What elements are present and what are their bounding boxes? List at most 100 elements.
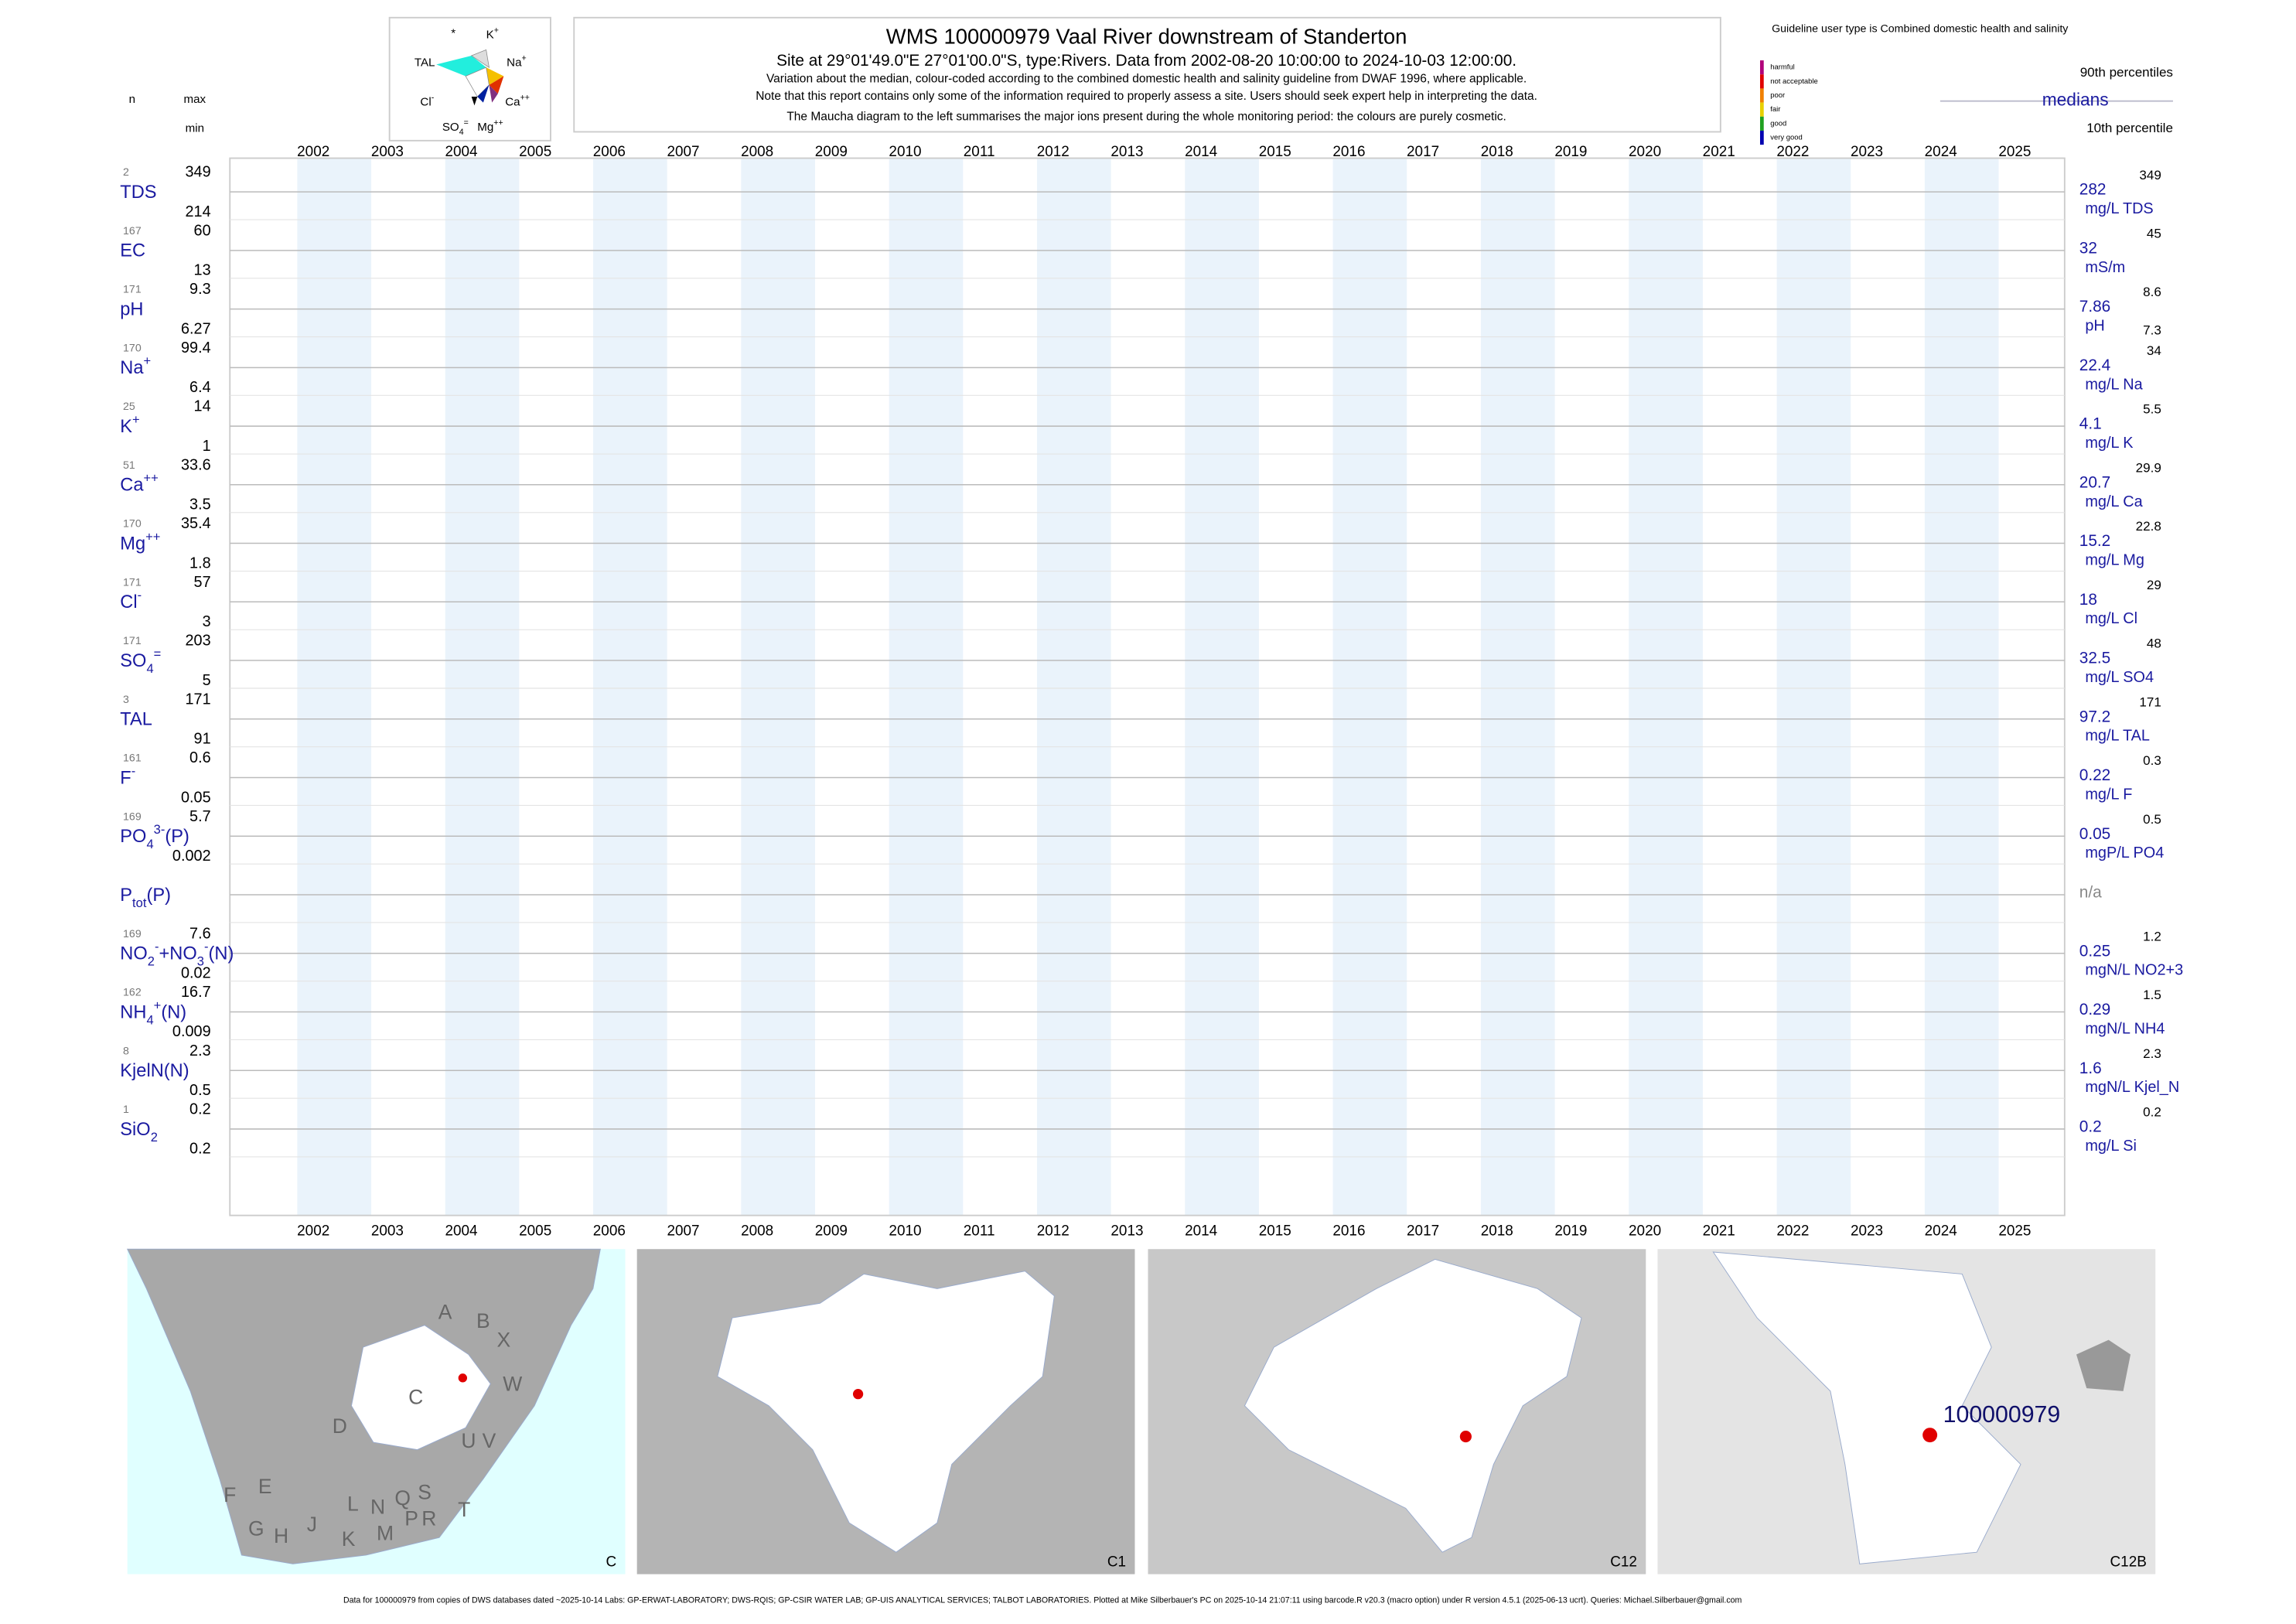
map-label: C12B <box>2110 1554 2147 1570</box>
year-label-top: 2016 <box>1332 144 1365 160</box>
row-name-part: Ca <box>120 476 144 496</box>
maucha-label-part: Ca <box>505 96 520 109</box>
row-n: 171 <box>123 284 142 296</box>
row-name-part: KjelN(N) <box>120 1061 189 1081</box>
row-name-part: 3- <box>154 822 165 837</box>
row-name: F- <box>120 763 135 788</box>
row-name-part: K <box>120 417 132 437</box>
year-label-top: 2009 <box>815 144 848 160</box>
year-label-bottom: 2002 <box>297 1223 329 1239</box>
row-unit: mg/L TDS <box>2085 200 2153 217</box>
maucha-label: SO4= <box>442 118 469 137</box>
map-region-label: K <box>342 1527 356 1551</box>
row-max: 57 <box>194 574 211 591</box>
row-median: 0.25 <box>2079 942 2111 960</box>
year-label-top: 2004 <box>445 144 477 160</box>
year-label-bottom: 2010 <box>889 1223 921 1239</box>
row-min: 6.4 <box>189 379 211 396</box>
year-label-bottom: 2012 <box>1037 1223 1070 1239</box>
row-name-part: - <box>155 939 159 954</box>
row-max: 7.6 <box>189 925 211 942</box>
row-name-part: P <box>120 885 132 906</box>
row-unit: mg/L Na <box>2085 376 2143 393</box>
map-region-label: F <box>223 1483 236 1506</box>
row-min: 1.8 <box>189 554 211 571</box>
row-name: Cl- <box>120 588 142 612</box>
maucha-label-part: Cl <box>420 96 431 109</box>
year-label-bottom: 2025 <box>1998 1223 2031 1239</box>
maucha-label: Mg++ <box>477 118 503 134</box>
row-n: 2 <box>123 166 129 179</box>
row-n: 169 <box>123 810 142 823</box>
row-median: 97.2 <box>2079 708 2111 725</box>
year-label-bottom: 2021 <box>1703 1223 1735 1239</box>
row-name-part: SO <box>120 651 146 671</box>
year-label-top: 2005 <box>519 144 551 160</box>
maucha-label-part: = <box>464 118 469 128</box>
year-label-top: 2024 <box>1925 144 1957 160</box>
row-min: 6.27 <box>181 320 211 337</box>
row-p90: 8.6 <box>2143 285 2161 299</box>
row-min: 1 <box>203 438 211 455</box>
legend-swatch <box>1759 60 1764 75</box>
row-n: 162 <box>123 987 142 999</box>
row-name-part: + <box>154 998 162 1012</box>
row-name-part: NO <box>120 944 147 964</box>
header-note1: Variation about the median, colour-coded… <box>766 72 1527 85</box>
year-band <box>593 158 667 1216</box>
maucha-diagram <box>436 49 504 106</box>
map-label: C12 <box>1610 1554 1637 1570</box>
header-site: Site at 29°01'49.0"E 27°01'00.0"S, type:… <box>776 52 1516 70</box>
maucha-label-part: ++ <box>520 93 530 102</box>
row-max: 60 <box>194 222 211 239</box>
year-band <box>1185 158 1259 1216</box>
row-name: NO2-+NO3-(N) <box>120 939 234 968</box>
row-p90: 34 <box>2147 343 2161 358</box>
row-min: 0.009 <box>172 1023 211 1040</box>
row-name-part: SiO <box>120 1120 150 1140</box>
row-median: 32 <box>2079 239 2097 257</box>
map-label: C1 <box>1107 1554 1126 1570</box>
map-region-label: A <box>438 1301 452 1324</box>
legend-label: harmful <box>1770 63 1795 72</box>
row-unit: mg/L Mg <box>2085 552 2144 569</box>
map-region-label: D <box>333 1414 347 1438</box>
row-median: 18 <box>2079 591 2097 609</box>
year-label-top: 2015 <box>1259 144 1291 160</box>
year-label-top: 2023 <box>1851 144 1883 160</box>
maucha-petal <box>471 97 478 106</box>
row-n: 8 <box>123 1045 129 1057</box>
row-n: 171 <box>123 635 142 647</box>
row-name: pH <box>120 300 143 320</box>
row-name: TDS <box>120 183 156 203</box>
row-p90: 0.2 <box>2143 1105 2161 1120</box>
row-name-part: EC <box>120 241 145 261</box>
row-median: 0.2 <box>2079 1118 2102 1136</box>
row-max: 0.6 <box>189 749 211 766</box>
row-name: EC <box>120 241 145 261</box>
year-band <box>741 158 815 1216</box>
legend-label: fair <box>1770 105 1780 114</box>
row-name-part: (P) <box>165 827 189 847</box>
map-region-label: U <box>461 1429 476 1452</box>
row-name-part: TAL <box>120 710 152 730</box>
year-band <box>1776 158 1851 1216</box>
maucha-label: K+ <box>486 26 499 41</box>
row-n: 169 <box>123 928 142 940</box>
year-label-top: 2008 <box>741 144 773 160</box>
row-name-part: 4 <box>146 661 153 676</box>
row-name-part: - <box>138 588 142 602</box>
legend-p90: 90th percentiles <box>2080 65 2173 80</box>
row-max: 99.4 <box>181 339 211 357</box>
year-label-bottom: 2009 <box>815 1223 848 1239</box>
row-max: 9.3 <box>189 281 211 298</box>
row-max: 171 <box>185 691 210 708</box>
row-unit: mgP/L PO4 <box>2085 844 2164 861</box>
legend-swatch <box>1759 74 1764 89</box>
maucha-label: * <box>451 27 455 40</box>
row-max: 349 <box>185 164 210 181</box>
map-region-label: V <box>483 1429 496 1452</box>
row-max: 5.7 <box>189 808 211 825</box>
map-region-label: T <box>458 1498 470 1521</box>
